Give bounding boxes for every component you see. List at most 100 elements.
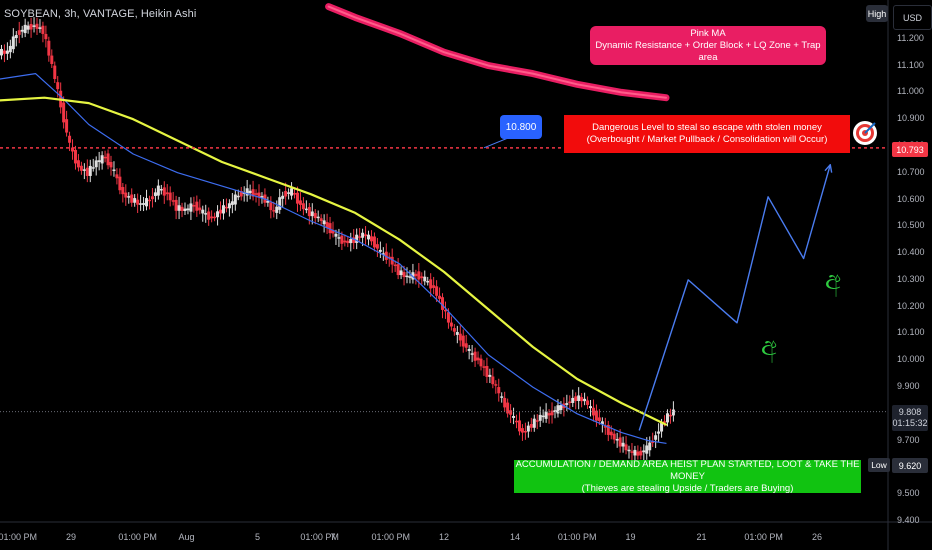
candle-body <box>509 410 513 415</box>
candle-body <box>319 218 323 221</box>
candle-body <box>5 50 9 54</box>
candle-body <box>482 366 486 368</box>
candle-body <box>586 400 590 405</box>
y-axis-tick-label: 9.900 <box>897 381 920 392</box>
pink-ma-detail: Dynamic Resistance + Order Block + LQ Zo… <box>595 39 821 63</box>
candle-body <box>597 417 601 421</box>
candle-body <box>174 199 178 211</box>
candle-body <box>183 208 187 211</box>
candle-body <box>455 332 459 335</box>
candle-body <box>127 196 131 198</box>
candle-body <box>41 25 45 34</box>
candle-body <box>162 187 166 196</box>
candle-body <box>47 40 51 56</box>
candle-body <box>310 211 314 217</box>
candle-body <box>79 165 83 171</box>
candle-body <box>192 205 196 207</box>
candle-body <box>118 176 122 191</box>
candle-body <box>124 192 128 198</box>
candle-body <box>0 48 3 56</box>
candle-body <box>130 194 134 203</box>
candle-body <box>142 203 146 205</box>
x-axis-tick-label: 5 <box>255 532 261 542</box>
candle-body <box>50 55 54 64</box>
candle-body <box>583 398 587 402</box>
candle-body <box>14 35 18 39</box>
candle-body <box>38 27 42 29</box>
chart-title: SOYBEAN, 3h, VANTAGE, Heikin Ashi <box>4 8 197 20</box>
currency-button[interactable]: USD <box>893 5 932 30</box>
candle-body <box>56 82 60 90</box>
candle-body <box>615 439 619 441</box>
candle-body <box>559 405 563 411</box>
candle-body <box>399 270 403 276</box>
candle-body <box>207 211 211 220</box>
candle-body <box>68 135 72 143</box>
candle-body <box>375 244 379 249</box>
candle-body <box>414 273 418 277</box>
candle-body <box>432 285 436 288</box>
candle-body <box>600 421 604 425</box>
candle-body <box>352 237 356 243</box>
projection-arrowhead <box>824 164 833 173</box>
candle-body <box>367 234 371 240</box>
candle-body <box>630 451 634 453</box>
candle-body <box>165 192 169 195</box>
candle-body <box>153 192 157 196</box>
candle-body <box>331 229 335 234</box>
candle-body <box>544 411 548 419</box>
target-label-connector <box>483 137 509 149</box>
candle-body <box>358 236 362 238</box>
candle-body <box>470 353 474 355</box>
snake-icon: අ <box>825 266 842 296</box>
candle-body <box>62 102 66 123</box>
x-axis-tick-label: Aug <box>178 532 195 542</box>
candle-body <box>136 199 140 205</box>
candle-body <box>65 119 69 133</box>
candle-body <box>293 193 297 195</box>
candle-body <box>609 431 613 436</box>
candle-body <box>168 192 172 201</box>
pink-ma-callout: Pink MA Dynamic Resistance + Order Block… <box>590 26 826 65</box>
candle-body <box>532 418 536 428</box>
candle-body <box>133 198 137 203</box>
candle-body <box>636 451 640 456</box>
y-axis-tick-label: 10.200 <box>897 300 925 311</box>
candle-body <box>159 188 163 191</box>
candle-body <box>618 437 622 447</box>
candle-body <box>278 197 282 210</box>
candle-body <box>452 328 456 332</box>
x-axis-tick-label: 01:00 PM <box>0 532 38 542</box>
candle-body <box>251 189 255 197</box>
candle-body <box>553 410 557 413</box>
candle-body <box>594 410 598 421</box>
candle-body <box>328 223 332 234</box>
candle-body <box>284 190 288 197</box>
candle-body <box>384 251 388 260</box>
candle-body <box>624 444 628 451</box>
candle-body <box>476 357 480 361</box>
candle-body <box>467 349 471 351</box>
y-axis-tick-label: 10.400 <box>897 247 925 258</box>
candle-body <box>408 276 412 278</box>
x-axis-tick-label: 29 <box>66 532 77 542</box>
y-axis-tick-label: 11.100 <box>897 59 924 70</box>
candle-body <box>603 426 607 428</box>
candle-body <box>301 203 305 210</box>
candle-body <box>281 195 285 199</box>
candle-body <box>210 216 214 219</box>
candle-body <box>491 376 495 385</box>
y-axis-tick-label: 9.400 <box>897 515 920 525</box>
candle-body <box>526 425 530 432</box>
candle-body <box>227 203 231 209</box>
candle-body <box>53 65 57 79</box>
yellow-ma-line <box>0 96 668 426</box>
candle-body <box>287 192 291 194</box>
x-axis-tick-label: 01:00 PM <box>118 532 157 542</box>
high-button[interactable]: High <box>866 5 888 22</box>
candle-body <box>369 236 373 242</box>
candle-body <box>219 209 223 214</box>
x-axis-tick-label: 01:00 PM <box>371 532 410 542</box>
candle-body <box>85 167 89 176</box>
candle-body <box>627 449 631 452</box>
